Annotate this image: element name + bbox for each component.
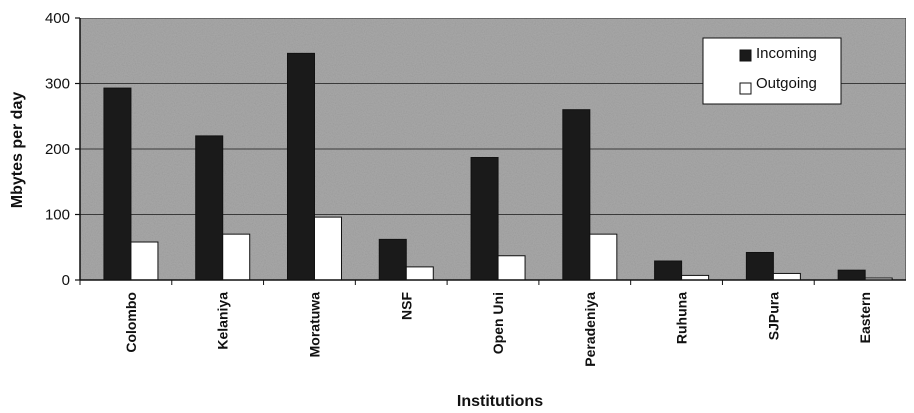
x-tick-label: Eastern: [857, 292, 873, 343]
bar-outgoing-nsf: [405, 266, 434, 281]
x-tick-label: Kelaniya: [215, 292, 231, 350]
x-tick-label: NSF: [398, 292, 414, 320]
x-tick-label: Peradeniya: [582, 292, 598, 367]
y-axis-title: Mbytes per day: [9, 92, 26, 209]
x-axis-title: Institutions: [457, 393, 543, 410]
legend-label-incoming: Incoming: [756, 45, 817, 62]
bar-outgoing-peradeniya: [589, 233, 618, 281]
y-tick-label: 100: [45, 207, 70, 224]
bar-incoming-kelaniya: [195, 135, 224, 281]
bar-incoming-moratuwa: [286, 52, 315, 281]
bar-incoming-colombo: [103, 87, 132, 281]
legend-swatch-incoming: [739, 49, 752, 62]
bar-incoming-eastern: [837, 269, 866, 281]
y-tick-label: 200: [45, 141, 70, 158]
bar-incoming-ruhuna: [654, 260, 683, 281]
y-axis-ticks: 0 100 200 300 400: [45, 10, 80, 289]
x-tick-label: Colombo: [123, 292, 139, 353]
bar-outgoing-open-uni: [497, 255, 526, 281]
bar-incoming-open-uni: [470, 157, 499, 281]
bar-outgoing-sjpura: [772, 272, 801, 281]
legend-box: [702, 37, 842, 105]
x-tick-label: Moratuwa: [306, 292, 322, 358]
bar-outgoing-kelaniya: [222, 233, 251, 281]
bars: [103, 52, 893, 281]
legend-label-outgoing: Outgoing: [756, 75, 817, 92]
x-axis-labels: Colombo Kelaniya Moratuwa NSF Open Uni Perade…: [79, 280, 873, 367]
bar-incoming-nsf: [378, 238, 407, 281]
legend: Incoming Outgoing: [702, 37, 842, 105]
bar-incoming-peradeniya: [562, 109, 591, 281]
y-tick-label: 0: [62, 272, 70, 289]
bar-outgoing-colombo: [130, 241, 159, 281]
x-tick-label: Open Uni: [490, 292, 506, 354]
y-tick-label: 300: [45, 76, 70, 93]
bar-incoming-sjpura: [745, 251, 774, 281]
x-tick-label: Ruhuna: [674, 292, 690, 344]
legend-swatch-outgoing: [739, 82, 752, 95]
x-tick-label: SJPura: [765, 292, 781, 340]
y-tick-label: 400: [45, 10, 70, 27]
bar-outgoing-moratuwa: [313, 216, 342, 281]
